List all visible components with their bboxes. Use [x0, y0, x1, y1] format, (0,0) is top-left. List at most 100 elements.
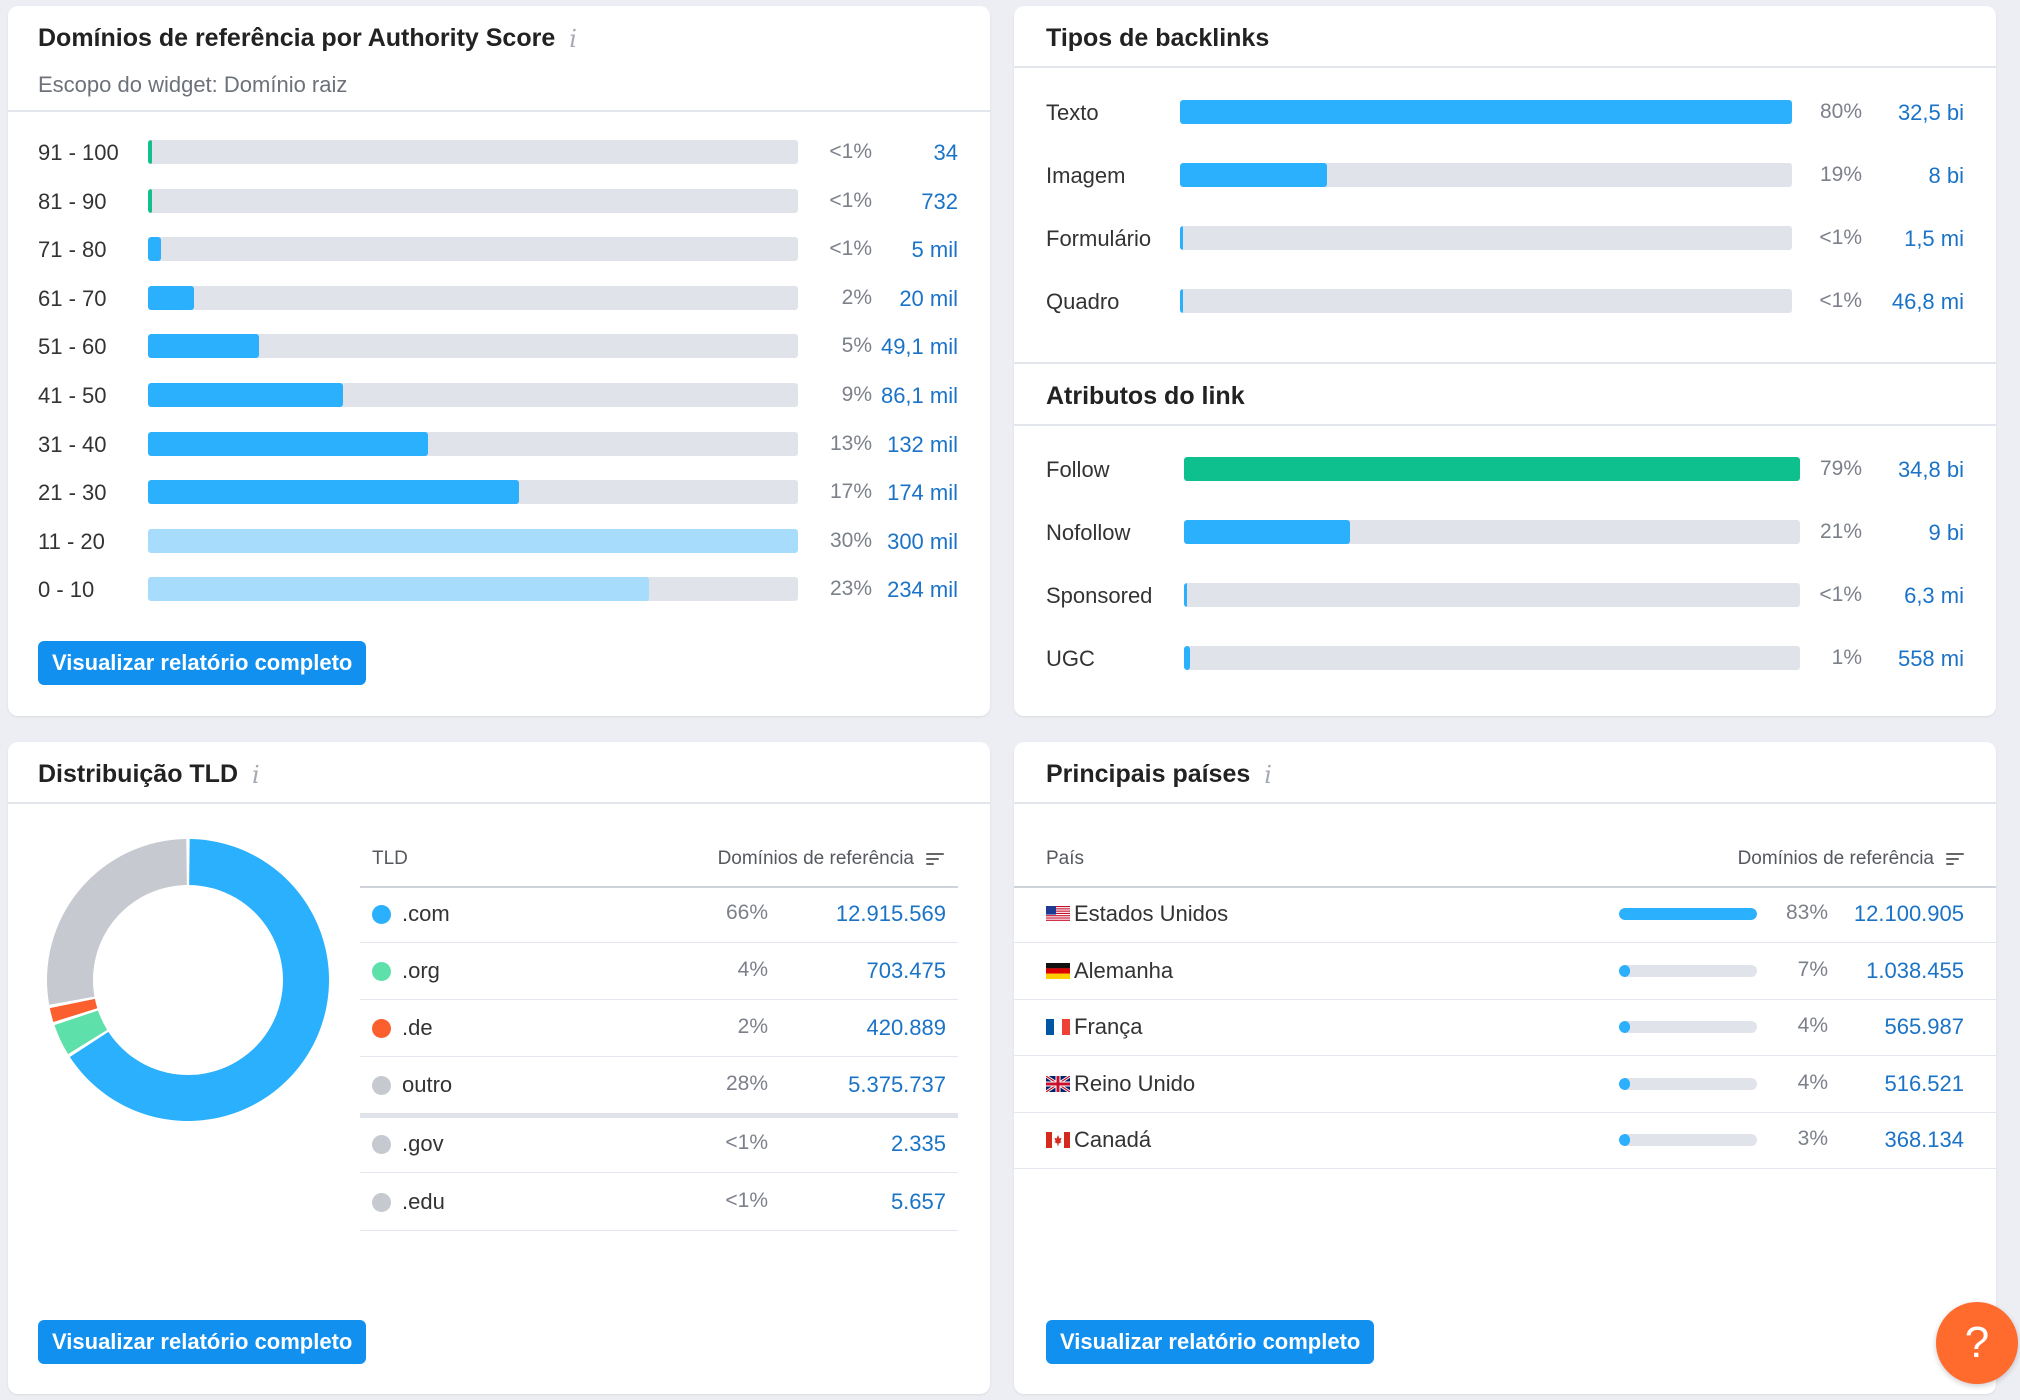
score-range-bar-fill [148, 140, 152, 164]
link-attribute-percent: 79% [1819, 457, 1862, 480]
tld-color-dot [372, 1076, 391, 1095]
divider [1014, 362, 1996, 364]
link-attribute-value-link[interactable]: 6,3 mi [1904, 583, 1964, 608]
score-range-bar [148, 140, 798, 164]
country-name: França [1074, 1014, 1143, 1039]
backlink-type-label: Formulário [1046, 226, 1152, 251]
info-icon[interactable]: i [252, 760, 260, 789]
country-name: Reino Unido [1074, 1070, 1196, 1096]
tld-value-link[interactable]: 420.889 [866, 1015, 946, 1040]
link-attribute-label: Nofollow [1046, 520, 1131, 545]
tld-value-link[interactable]: 12.915.569 [835, 901, 946, 926]
score-range-value-link[interactable]: 732 [921, 188, 958, 214]
score-range-value-link[interactable]: 49,1 mil [880, 334, 958, 360]
country-share-bar [1619, 1134, 1757, 1146]
score-range-label: 21 - 30 [38, 480, 107, 506]
fr-flag-icon [1046, 1019, 1070, 1035]
backlink-type-bar [1180, 289, 1792, 313]
country-name: Alemanha [1074, 957, 1174, 983]
sort-icon[interactable] [1946, 852, 1964, 866]
country-share-bar-fill [1619, 1134, 1631, 1146]
link-attribute-percent: 1% [1831, 646, 1862, 669]
backlink-type-value-link[interactable]: 1,5 mi [1904, 226, 1964, 251]
link-attribute-value-link[interactable]: 9 bi [1928, 520, 1964, 545]
score-range-value-link[interactable]: 86,1 mil [880, 383, 958, 408]
country-share-bar [1619, 1077, 1757, 1090]
backlink-type-value-link[interactable]: 8 bi [1928, 163, 1964, 188]
tld-color-dot [372, 905, 391, 924]
score-range-value-link[interactable]: 174 mil [887, 480, 958, 506]
score-range-value-link[interactable]: 20 mil [899, 285, 958, 311]
tld-color-dot [372, 1193, 391, 1212]
table-header-divider [1014, 886, 1996, 888]
view-full-report-button[interactable]: Visualizar relatório completo [38, 1320, 367, 1364]
score-range-percent: 5% [841, 334, 872, 358]
score-range-bar [148, 188, 798, 213]
score-range-label: 11 - 20 [38, 528, 105, 554]
sort-icon[interactable] [926, 852, 944, 866]
backlink-type-percent: <1% [1819, 289, 1862, 312]
score-range-value-link[interactable]: 34 [933, 140, 958, 165]
tld-value-link[interactable]: 5.375.737 [848, 1072, 946, 1097]
table-row-divider [360, 1056, 958, 1057]
donut-slice-de[interactable] [49, 998, 98, 1022]
tld-label: .org [402, 958, 440, 983]
referring-domains-column-header[interactable]: Domínios de referência [718, 848, 944, 870]
score-range-value-link[interactable]: 5 mil [911, 237, 958, 263]
score-range-bar [148, 334, 798, 359]
link-attribute-bar [1184, 583, 1800, 607]
info-icon[interactable]: i [1264, 760, 1272, 789]
tld-column-label: TLD [372, 848, 408, 869]
donut-slice-org[interactable] [54, 1010, 108, 1055]
score-range-value-link[interactable]: 300 mil [887, 528, 958, 554]
country-value-link[interactable]: 565.987 [1884, 1014, 1964, 1039]
tld-value-link[interactable]: 5.657 [890, 1189, 946, 1214]
backlink-type-bar [1180, 226, 1792, 250]
link-attribute-bar-fill [1184, 520, 1351, 544]
score-range-bar-fill [148, 480, 519, 505]
score-range-bar-fill [148, 431, 428, 456]
country-value-link[interactable]: 516.521 [1884, 1070, 1964, 1096]
link-attribute-percent: 21% [1819, 520, 1862, 543]
score-range-label: 81 - 90 [38, 188, 107, 214]
link-attribute-value-link[interactable]: 34,8 bi [1897, 457, 1964, 482]
table-row-divider [360, 942, 958, 943]
tld-value-link[interactable]: 703.475 [866, 958, 946, 983]
score-range-percent: 2% [841, 285, 872, 309]
info-icon[interactable]: i [569, 24, 577, 53]
de-flag-icon [1046, 962, 1070, 979]
score-range-bar-fill [148, 528, 798, 553]
link-attribute-label: UGC [1046, 646, 1095, 671]
authority-score-card: Domínios de referência por Authority Sco… [8, 6, 990, 716]
donut-slice-com[interactable] [69, 839, 330, 1121]
backlink-type-value-link[interactable]: 32,5 bi [1897, 100, 1964, 125]
score-range-bar-fill [148, 188, 152, 213]
score-range-bar [148, 480, 798, 505]
score-range-value-link[interactable]: 132 mil [887, 431, 958, 457]
link-attribute-value-link[interactable]: 558 mi [1897, 646, 1964, 671]
score-range-value-link[interactable]: 234 mil [887, 577, 958, 603]
backlink-type-value-link[interactable]: 46,8 mi [1891, 289, 1964, 314]
tld-label: .com [402, 901, 450, 926]
referring-domains-column-header[interactable]: Domínios de referência [1738, 848, 1964, 870]
ca-flag-icon [1046, 1132, 1070, 1148]
score-range-percent: 9% [841, 383, 872, 406]
country-share-bar-fill [1619, 908, 1757, 920]
tld-value-link[interactable]: 2.335 [890, 1131, 946, 1156]
help-button[interactable]: ? [1936, 1302, 2018, 1384]
tld-percent: 66% [725, 901, 768, 924]
country-value-link[interactable]: 1.038.455 [1866, 957, 1964, 983]
backlink-type-label: Imagem [1046, 163, 1126, 188]
score-range-bar-fill [148, 334, 259, 359]
country-value-link[interactable]: 368.134 [1884, 1127, 1964, 1152]
table-row-divider [1014, 1055, 1996, 1056]
view-full-report-button[interactable]: Visualizar relatório completo [1046, 1320, 1375, 1364]
link-attribute-bar-fill [1184, 457, 1800, 481]
view-full-report-button[interactable]: Visualizar relatório completo [38, 641, 367, 685]
donut-slice-outro[interactable] [47, 839, 187, 1005]
score-range-percent: <1% [829, 188, 872, 212]
backlink-type-percent: 80% [1819, 100, 1862, 123]
widget-scope-text: Escopo do widget: Domínio raiz [38, 72, 348, 97]
link-attribute-bar [1184, 646, 1800, 670]
country-value-link[interactable]: 12.100.905 [1853, 901, 1964, 926]
